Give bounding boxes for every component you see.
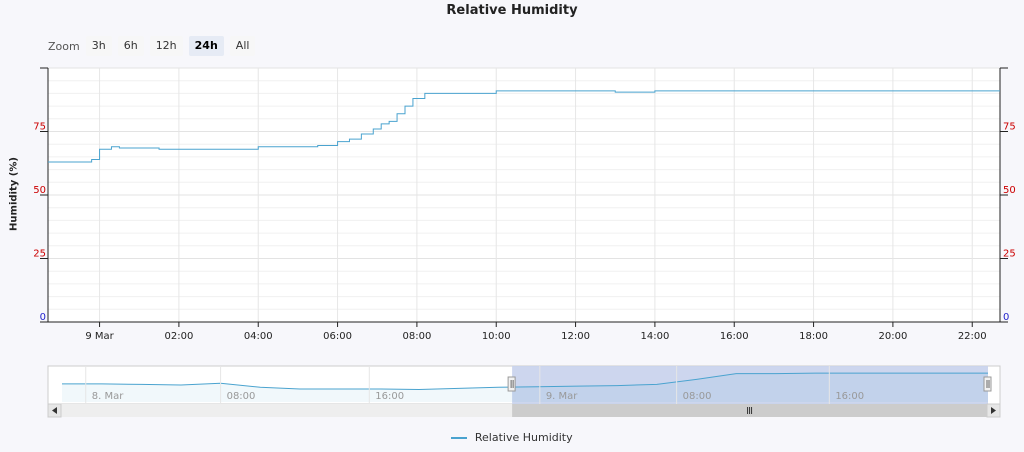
legend-line-icon [451,437,468,439]
x-tick-label: 10:00 [482,331,511,342]
navigator-labels: 8. Mar 08:00 16:00 9. Mar 08:00 16:00 [85,366,864,404]
navigator-tick-label: 16:00 [375,391,404,402]
navigator-tick-label: 08:00 [683,391,712,402]
zoom-3h-button[interactable]: 3h [85,36,112,56]
y-tick-label-left: 25 [33,249,46,260]
y-tick-label-right: 25 [1003,249,1016,260]
y-tick-label-right: 50 [1003,185,1016,196]
legend[interactable]: Relative Humidity [0,431,1024,444]
navigator-handles[interactable] [507,376,992,392]
x-ticks: 9 Mar 02:00 04:00 06:00 08:00 10:00 12:00 14:00… [85,322,987,342]
navigator-background [47,365,1001,405]
scroll-left-arrow-icon [52,407,57,414]
x-tick-label: 22:00 [958,331,987,342]
navigator-series-area [62,373,988,402]
plot-background [48,68,1000,322]
navigator-handle[interactable] [507,376,516,392]
scrollbar-thumb-grip-icon [747,407,753,414]
grid [48,67,1000,323]
x-tick-label: 08:00 [402,331,431,342]
navigator-series-line [62,372,988,391]
legend-item-label: Relative Humidity [474,431,573,444]
navigator-handle[interactable] [983,376,992,392]
zoom-label: Zoom [48,39,80,53]
x-tick-label: 20:00 [878,331,907,342]
zoom-all-button[interactable]: All [229,36,256,56]
zoom-24h-button[interactable]: 24h [188,36,224,56]
y-tick-label-right: 0 [1003,312,1009,323]
scroll-right-arrow-icon [991,407,996,414]
zoom-12h-button[interactable]: 12h [149,36,183,56]
scrollbar-thumb[interactable] [512,404,987,417]
navigator-tick-label: 9. Mar [546,391,578,402]
series-relative-humidity [48,90,1000,163]
y-tick-label-left: 50 [33,185,46,196]
y-tick-label-right: 75 [1003,122,1016,133]
scrollbar-left-button[interactable] [47,403,62,418]
x-tick-label: 16:00 [720,331,749,342]
navigator-tick-label: 08:00 [227,391,256,402]
navigator-tick-label: 16:00 [835,391,864,402]
x-tick-label: 06:00 [323,331,352,342]
y-tick-label-left: 75 [33,122,46,133]
y-ticks: 75 75 50 50 25 25 0 0 [33,122,1015,324]
zoom-selector: Zoom 3h 6h 12h 24h All [48,36,261,56]
x-tick-label: 14:00 [640,331,669,342]
scrollbar-right-button[interactable] [986,403,1001,418]
navigator-tick-label: 8. Mar [92,391,124,402]
scrollbar-track[interactable] [48,404,1000,417]
x-tick-label: 04:00 [244,331,273,342]
y-axis-label: Humidity (%) [8,157,20,231]
chart-title: Relative Humidity [446,3,578,18]
zoom-6h-button[interactable]: 6h [117,36,144,56]
y-tick-label-left: 0 [40,312,46,323]
navigator-selected-range[interactable] [512,366,988,404]
x-tick-label: 12:00 [561,331,590,342]
x-tick-label: 18:00 [799,331,828,342]
x-tick-label: 9 Mar [85,331,114,342]
x-tick-label: 02:00 [164,331,193,342]
